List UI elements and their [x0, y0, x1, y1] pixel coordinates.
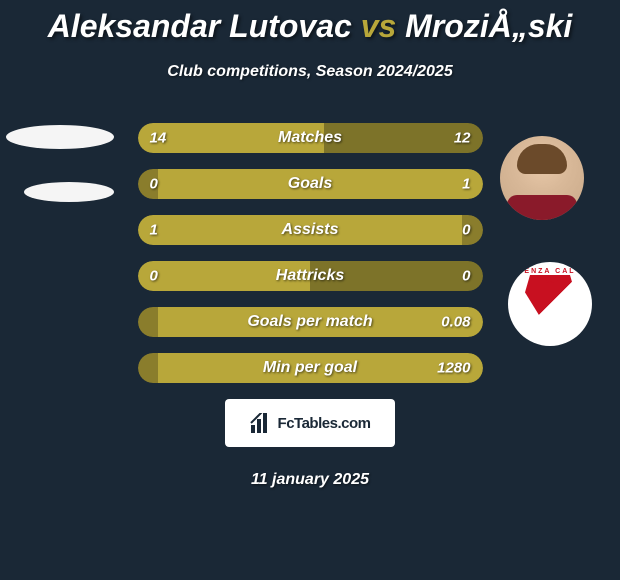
stat-bar: 0 0 Hattricks [138, 261, 483, 291]
stat-bar: 14 12 Matches [138, 123, 483, 153]
stat-value-right: 12 [454, 130, 471, 147]
stat-label: Assists [282, 221, 339, 239]
stat-value-right: 0 [462, 268, 470, 285]
stat-label: Goals per match [247, 313, 372, 331]
stat-bar-left [138, 307, 159, 337]
stat-label: Matches [278, 129, 342, 147]
stat-row: 1280 Min per goal [0, 353, 620, 383]
stat-bar-left [138, 353, 159, 383]
stat-bar: 1 0 Assists [138, 215, 483, 245]
date-label: 11 january 2025 [0, 471, 620, 489]
stat-label: Hattricks [276, 267, 344, 285]
page-title: Aleksandar Lutovac vs MroziÅ„ski [0, 8, 620, 45]
vs-label: vs [361, 8, 397, 44]
stat-row: 0 0 Hattricks [0, 261, 620, 291]
brand-footer: FcTables.com [225, 399, 395, 447]
stat-value-right: 0 [462, 222, 470, 239]
brand-text: FcTables.com [278, 415, 371, 432]
player2-name: MroziÅ„ski [405, 8, 572, 44]
player1-name: Aleksandar Lutovac [48, 8, 352, 44]
stat-value-left: 0 [150, 176, 158, 193]
stat-value-right: 1280 [437, 360, 470, 377]
stat-value-right: 1 [462, 176, 470, 193]
stat-bar: 0 1 Goals [138, 169, 483, 199]
stat-value-left: 1 [150, 222, 158, 239]
stat-value-left: 14 [150, 130, 167, 147]
stat-label: Goals [288, 175, 332, 193]
stat-row: 14 12 Matches [0, 123, 620, 153]
stat-row: 0 1 Goals [0, 169, 620, 199]
stat-value-left: 0 [150, 268, 158, 285]
stat-label: Min per goal [263, 359, 357, 377]
comparison-card: Aleksandar Lutovac vs MroziÅ„ski Club co… [0, 0, 620, 489]
bar-chart-icon [250, 413, 272, 433]
stat-row: 0.08 Goals per match [0, 307, 620, 337]
stat-bar: 0.08 Goals per match [138, 307, 483, 337]
stat-value-right: 0.08 [441, 314, 470, 331]
stat-row: 1 0 Assists [0, 215, 620, 245]
subtitle: Club competitions, Season 2024/2025 [0, 63, 620, 81]
stat-bar: 1280 Min per goal [138, 353, 483, 383]
